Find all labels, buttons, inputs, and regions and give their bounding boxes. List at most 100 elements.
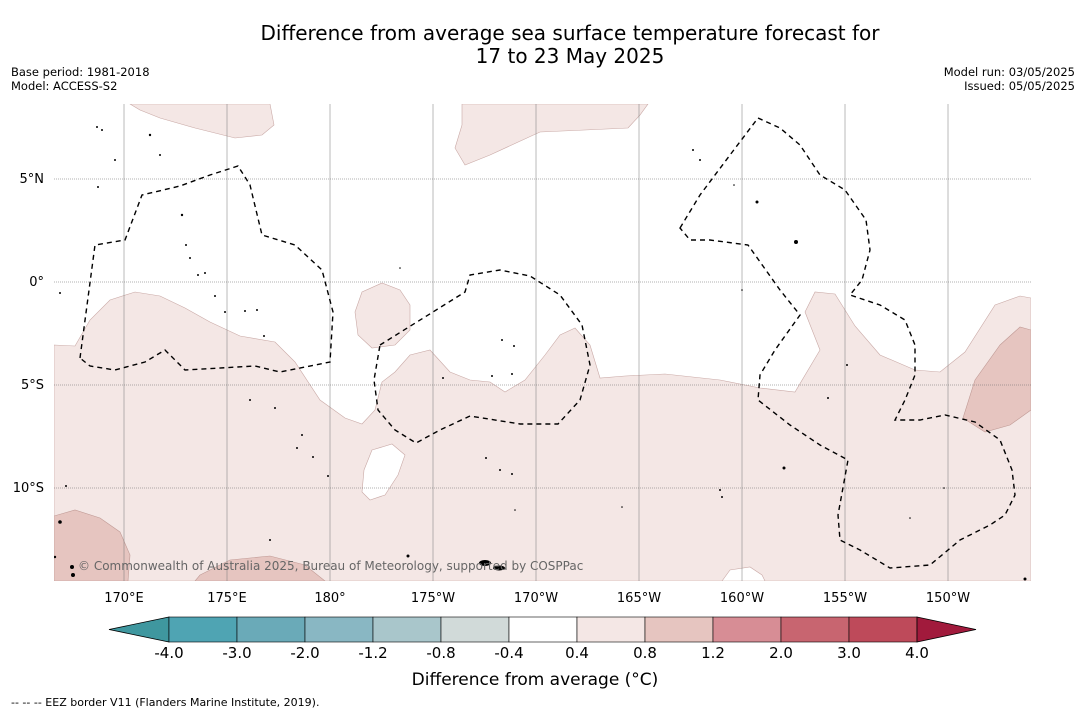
lon-label: 155°W (823, 591, 867, 606)
lat-label: 0° (29, 275, 44, 290)
colorbar-tick-label: -0.8 (426, 644, 456, 662)
island-dot (189, 257, 191, 259)
anomaly-region-north-west (129, 104, 275, 139)
colorbar-extend-low (108, 616, 170, 643)
colorbar-segment (508, 616, 578, 643)
island-dot (269, 539, 271, 541)
anomaly-hole (361, 443, 406, 501)
lon-label: 170°W (514, 591, 558, 606)
lon-label: 150°W (926, 591, 970, 606)
island-dot (180, 213, 184, 217)
colorbar-tick-label: 0.4 (565, 644, 589, 662)
island-dot (204, 272, 206, 274)
lon-label: 175°W (411, 591, 455, 606)
gridlines (123, 104, 949, 581)
island-dot (327, 475, 329, 477)
island-samoa (479, 560, 491, 566)
colorbar-tick-label: -2.0 (290, 644, 320, 662)
island-dot (719, 489, 721, 491)
island-dot (511, 473, 513, 475)
lat-label: 5°S (21, 378, 44, 393)
island-dot (733, 184, 735, 186)
model-run: Model run: 03/05/2025 (943, 65, 1075, 79)
meta-left: Base period: 1981-2018 Model: ACCESS-S2 (11, 65, 150, 93)
islands (54, 126, 1027, 581)
island-dot (442, 377, 444, 379)
island-dot (511, 373, 513, 375)
island-dot (794, 240, 798, 244)
anomaly-fill-layer (54, 104, 1031, 581)
island-dot (513, 345, 515, 347)
island-dot (214, 295, 216, 297)
island-dot (148, 133, 152, 137)
colorbar-extend-high (916, 616, 977, 643)
anomaly-region-central-bulge (354, 282, 411, 349)
issued-date: Issued: 05/05/2025 (964, 79, 1075, 93)
colorbar-segment (780, 616, 850, 643)
colorbar-tick-label: 2.0 (769, 644, 793, 662)
island-dot (197, 274, 199, 276)
island-dot (59, 292, 61, 294)
island-dot (263, 335, 265, 337)
lon-label: 170°E (104, 591, 144, 606)
island-dot (301, 434, 303, 436)
copyright-notice: © Commonwealth of Australia 2025, Bureau… (78, 559, 584, 573)
model-name: Model: ACCESS-S2 (11, 79, 118, 93)
lon-label: 160°W (720, 591, 764, 606)
map-title-line1: Difference from average sea surface temp… (260, 21, 880, 45)
lon-label: 180° (314, 591, 345, 606)
colorbar-segment (304, 616, 374, 643)
colorbar-segment (168, 616, 238, 643)
anomaly-strong-southwest (54, 509, 131, 581)
meta-right: Model run: 03/05/2025 Issued: 05/05/2025 (944, 65, 1075, 93)
lat-label: 10°S (13, 481, 44, 496)
anomaly-strong-east (962, 326, 1031, 433)
eez-border-phoenix (373, 269, 591, 444)
colorbar-tick-label: -0.4 (494, 644, 524, 662)
island-dot (741, 289, 743, 291)
island-dot (827, 397, 829, 399)
island-dot (699, 159, 701, 161)
island-dot (224, 311, 226, 313)
lon-labels: 170°E 175°E 180° 175°W 170°W 165°W 160°W… (104, 591, 970, 606)
colorbar-segment (712, 616, 782, 643)
eez-legend-note: -- -- -- EEZ border V11 (Flanders Marine… (11, 696, 320, 709)
lon-label: 165°W (617, 591, 661, 606)
colorbar-segment (848, 616, 918, 643)
island-dot (97, 186, 99, 188)
island-dot (256, 309, 258, 311)
island-dot (514, 509, 516, 511)
base-period: Base period: 1981-2018 (11, 65, 150, 79)
colorbar-tick-label: 4.0 (905, 644, 929, 662)
island-dot (621, 506, 623, 508)
island-dot (485, 457, 487, 459)
colorbar-title-text: Difference from average (°C) (411, 670, 659, 690)
island-dot (909, 517, 911, 519)
colorbar-tick-label: 3.0 (837, 644, 861, 662)
island-dot (501, 339, 503, 341)
island-dot (846, 364, 848, 366)
island-dot (296, 447, 298, 449)
island-dot (244, 310, 246, 312)
island-dot (159, 154, 161, 156)
eez-borders (79, 117, 1016, 569)
map-title-line2: 17 to 23 May 2025 (475, 44, 665, 68)
eez-border-line-islands (679, 117, 1016, 569)
island-dot (406, 554, 410, 558)
colorbar-segment (372, 616, 442, 643)
island-dot (943, 487, 945, 489)
island-samoa (493, 565, 505, 571)
island-dot (71, 573, 75, 577)
island-dot (249, 399, 251, 401)
island-dot (1023, 577, 1027, 581)
island-dot (721, 496, 723, 498)
lat-labels: 5°N 0° 5°S 10°S (13, 172, 44, 496)
island-dot (499, 469, 501, 471)
island-dot (692, 149, 694, 151)
colorbar-segment (440, 616, 510, 643)
island-dot (70, 565, 74, 569)
colorbar (108, 616, 977, 643)
island-dot (54, 555, 57, 559)
eez-border-kiribati-gilberts (79, 165, 334, 373)
anomaly-hole-bottom (721, 566, 766, 581)
